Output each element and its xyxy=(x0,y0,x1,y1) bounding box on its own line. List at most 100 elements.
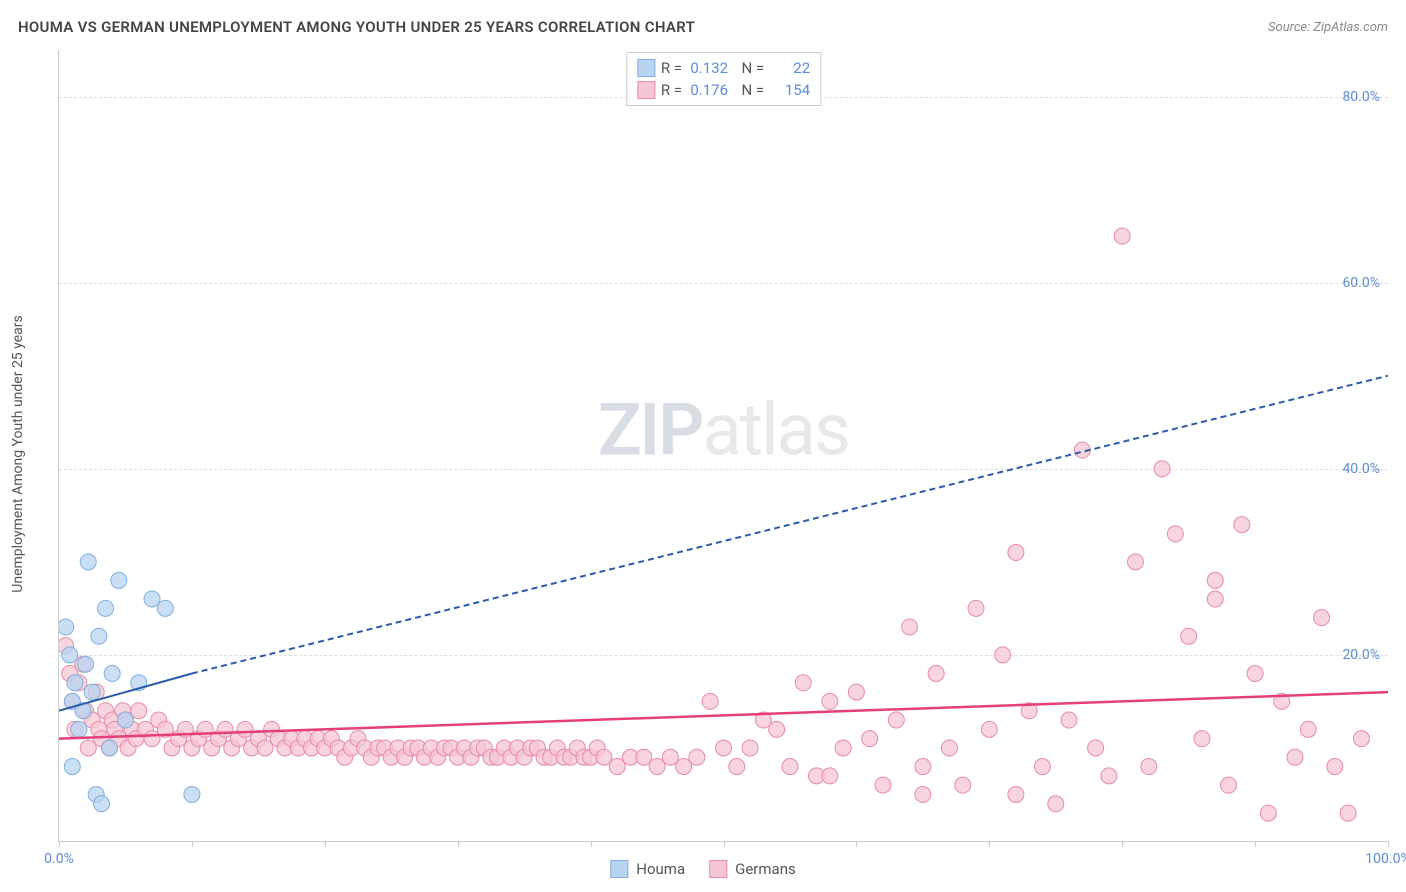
x-tick xyxy=(458,841,459,847)
data-point xyxy=(111,572,127,588)
data-point xyxy=(716,740,732,756)
legend-bottom: Houma Germans xyxy=(610,860,795,878)
x-tick xyxy=(591,841,592,847)
data-point xyxy=(902,619,918,635)
trend-line xyxy=(59,692,1388,739)
data-point xyxy=(662,749,678,765)
data-point xyxy=(80,554,96,570)
x-tick xyxy=(724,841,725,847)
chart-area: Unemployment Among Youth under 25 years … xyxy=(48,50,1388,842)
data-point xyxy=(1088,740,1104,756)
x-tick xyxy=(59,841,60,847)
data-point xyxy=(1300,721,1316,737)
stats-row-houma: R = 0.132 N = 22 xyxy=(637,57,810,79)
x-tick xyxy=(1255,841,1256,847)
data-point xyxy=(822,768,838,784)
data-point xyxy=(1101,768,1117,784)
legend-swatch-germans xyxy=(709,860,727,878)
data-point xyxy=(769,721,785,737)
r-label: R = xyxy=(661,57,682,79)
data-point xyxy=(131,703,147,719)
data-point xyxy=(98,600,114,616)
r-value-houma: 0.132 xyxy=(688,57,728,79)
x-tick xyxy=(856,841,857,847)
data-point xyxy=(702,693,718,709)
data-point xyxy=(1141,759,1157,775)
data-point xyxy=(59,619,74,635)
scatter-svg xyxy=(59,50,1388,841)
data-point xyxy=(835,740,851,756)
data-point xyxy=(596,749,612,765)
data-point xyxy=(102,740,118,756)
data-point xyxy=(928,665,944,681)
x-tick-label: 0.0% xyxy=(44,851,74,867)
data-point xyxy=(995,647,1011,663)
data-point xyxy=(157,600,173,616)
r-label: R = xyxy=(661,79,682,101)
y-axis-label: Unemployment Among Youth under 25 years xyxy=(10,315,26,592)
data-point xyxy=(782,759,798,775)
data-point xyxy=(1167,526,1183,542)
data-point xyxy=(609,759,625,775)
n-label: N = xyxy=(734,57,764,79)
data-point xyxy=(1061,712,1077,728)
data-point xyxy=(981,721,997,737)
x-tick xyxy=(1122,841,1123,847)
data-point xyxy=(1008,545,1024,561)
data-point xyxy=(1353,731,1369,747)
data-point xyxy=(78,656,94,672)
x-tick xyxy=(1388,841,1389,847)
chart-header: HOUMA VS GERMAN UNEMPLOYMENT AMONG YOUTH… xyxy=(18,18,1388,36)
data-point xyxy=(742,740,758,756)
data-point xyxy=(1314,610,1330,626)
data-point xyxy=(848,684,864,700)
legend-label-germans: Germans xyxy=(735,860,796,878)
r-value-germans: 0.176 xyxy=(688,79,728,101)
data-point xyxy=(649,759,665,775)
data-point xyxy=(1207,591,1223,607)
x-tick xyxy=(989,841,990,847)
x-tick xyxy=(192,841,193,847)
data-point xyxy=(676,759,692,775)
data-point xyxy=(1340,805,1356,821)
n-label: N = xyxy=(734,79,764,101)
data-point xyxy=(941,740,957,756)
data-point xyxy=(67,675,83,691)
x-tick xyxy=(325,841,326,847)
data-point xyxy=(104,665,120,681)
data-point xyxy=(1194,731,1210,747)
swatch-germans xyxy=(637,81,655,99)
data-point xyxy=(144,591,160,607)
swatch-houma xyxy=(637,59,655,77)
data-point xyxy=(862,731,878,747)
correlation-stats-box: R = 0.132 N = 22 R = 0.176 N = 154 xyxy=(626,52,821,106)
data-point xyxy=(71,721,87,737)
data-point xyxy=(1034,759,1050,775)
data-point xyxy=(1114,228,1130,244)
chart-title: HOUMA VS GERMAN UNEMPLOYMENT AMONG YOUTH… xyxy=(18,18,695,36)
data-point xyxy=(1260,805,1276,821)
data-point xyxy=(1221,777,1237,793)
data-point xyxy=(144,731,160,747)
data-point xyxy=(1247,665,1263,681)
legend-label-houma: Houma xyxy=(636,860,685,878)
data-point xyxy=(64,759,80,775)
data-point xyxy=(257,740,273,756)
data-point xyxy=(184,786,200,802)
legend-item-houma: Houma xyxy=(610,860,685,878)
data-point xyxy=(1207,572,1223,588)
source-label: Source: ZipAtlas.com xyxy=(1268,20,1388,35)
n-value-houma: 22 xyxy=(770,57,810,79)
data-point xyxy=(955,777,971,793)
data-point xyxy=(84,684,100,700)
data-point xyxy=(729,759,745,775)
data-point xyxy=(795,675,811,691)
data-point xyxy=(1287,749,1303,765)
x-tick-label: 100.0% xyxy=(1365,851,1406,867)
trend-line-dashed xyxy=(192,376,1388,674)
data-point xyxy=(237,721,253,737)
stats-row-germans: R = 0.176 N = 154 xyxy=(637,79,810,101)
data-point xyxy=(1048,796,1064,812)
n-value-germans: 154 xyxy=(770,79,810,101)
data-point xyxy=(1008,786,1024,802)
